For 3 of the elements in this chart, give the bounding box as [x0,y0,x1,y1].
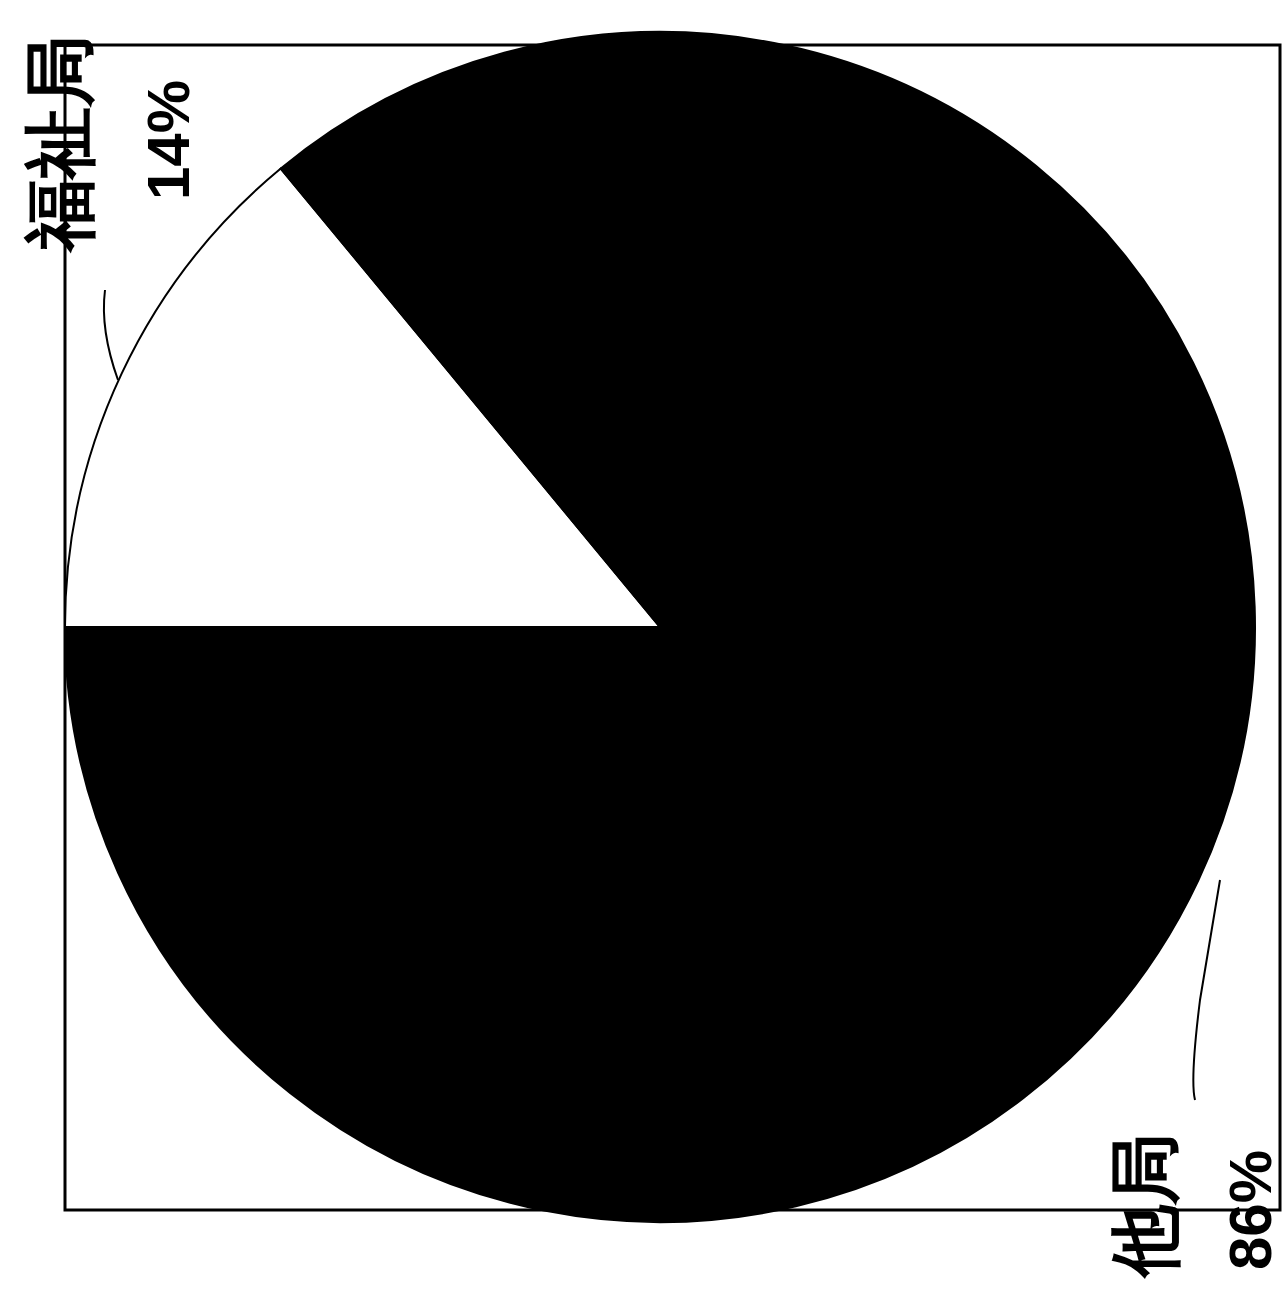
data-label: 14% [134,79,202,201]
slice-label: 他局 [1103,1133,1187,1280]
data-label: 86% [1216,1149,1283,1271]
